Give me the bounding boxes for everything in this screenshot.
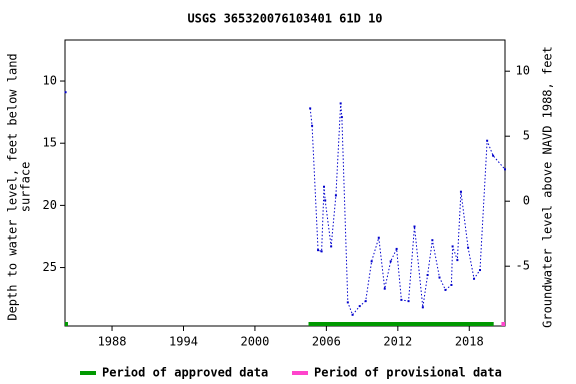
data-point [383, 287, 386, 290]
y2-tick-label: -5 [516, 259, 530, 273]
data-point [334, 194, 337, 197]
y-axis-label: surface [19, 162, 33, 213]
data-point [431, 239, 434, 242]
x-tick-label: 2018 [455, 335, 484, 349]
data-point [478, 269, 481, 272]
data-point [320, 250, 323, 253]
plot-frame [64, 39, 506, 327]
y-tick-label: 15 [43, 136, 57, 150]
legend-label: Period of approved data [102, 366, 268, 380]
data-point [389, 260, 392, 263]
y-axis-label: Depth to water level, feet below land [6, 53, 20, 320]
data-point [459, 190, 462, 193]
x-tick-label: 2006 [312, 335, 341, 349]
data-point [492, 154, 495, 157]
data-point [395, 247, 398, 250]
y2-tick-label: 0 [523, 194, 530, 208]
data-point [351, 313, 354, 316]
data-point [473, 277, 476, 280]
data-point [358, 305, 361, 308]
data-point [377, 236, 380, 239]
data-point [451, 245, 454, 248]
data-point [317, 249, 320, 252]
data-point [426, 274, 429, 277]
data-point [486, 139, 489, 142]
x-tick-label: 2012 [383, 335, 412, 349]
y2-tick-label: 10 [516, 64, 530, 78]
data-point [400, 298, 403, 301]
period-bar [308, 322, 494, 326]
x-tick-label: 2000 [240, 335, 269, 349]
data-point [438, 276, 441, 279]
data-point [330, 245, 333, 248]
data-point [450, 283, 453, 286]
data-point [467, 246, 470, 249]
y-tick-label: 20 [43, 198, 57, 212]
period-bar [501, 322, 505, 326]
data-point [413, 225, 416, 228]
data-point [421, 306, 424, 309]
data-point [309, 107, 312, 110]
legend-label: Period of provisional data [314, 366, 502, 380]
data-point [346, 301, 349, 304]
data-point [311, 124, 314, 127]
data-point [322, 185, 325, 188]
data-line [309, 103, 506, 316]
data-point [456, 259, 459, 262]
period-bar [65, 322, 68, 326]
chart-title: USGS 365320076103401 61D 10 [187, 12, 382, 26]
y-tick-label: 25 [43, 260, 57, 274]
y-tick-label: 10 [43, 74, 57, 88]
x-tick-label: 1988 [98, 335, 127, 349]
data-point [64, 91, 67, 94]
data-point [324, 199, 327, 202]
data-point [340, 116, 343, 119]
data-point [407, 300, 410, 303]
data-point [364, 300, 367, 303]
data-point [370, 260, 373, 263]
data-point [504, 168, 506, 171]
y2-tick-label: 5 [523, 129, 530, 143]
x-tick-label: 1994 [169, 335, 198, 349]
data-point [339, 102, 342, 105]
y2-axis-label: Groundwater level above NAVD 1988, feet [541, 46, 555, 328]
data-point [444, 288, 447, 291]
